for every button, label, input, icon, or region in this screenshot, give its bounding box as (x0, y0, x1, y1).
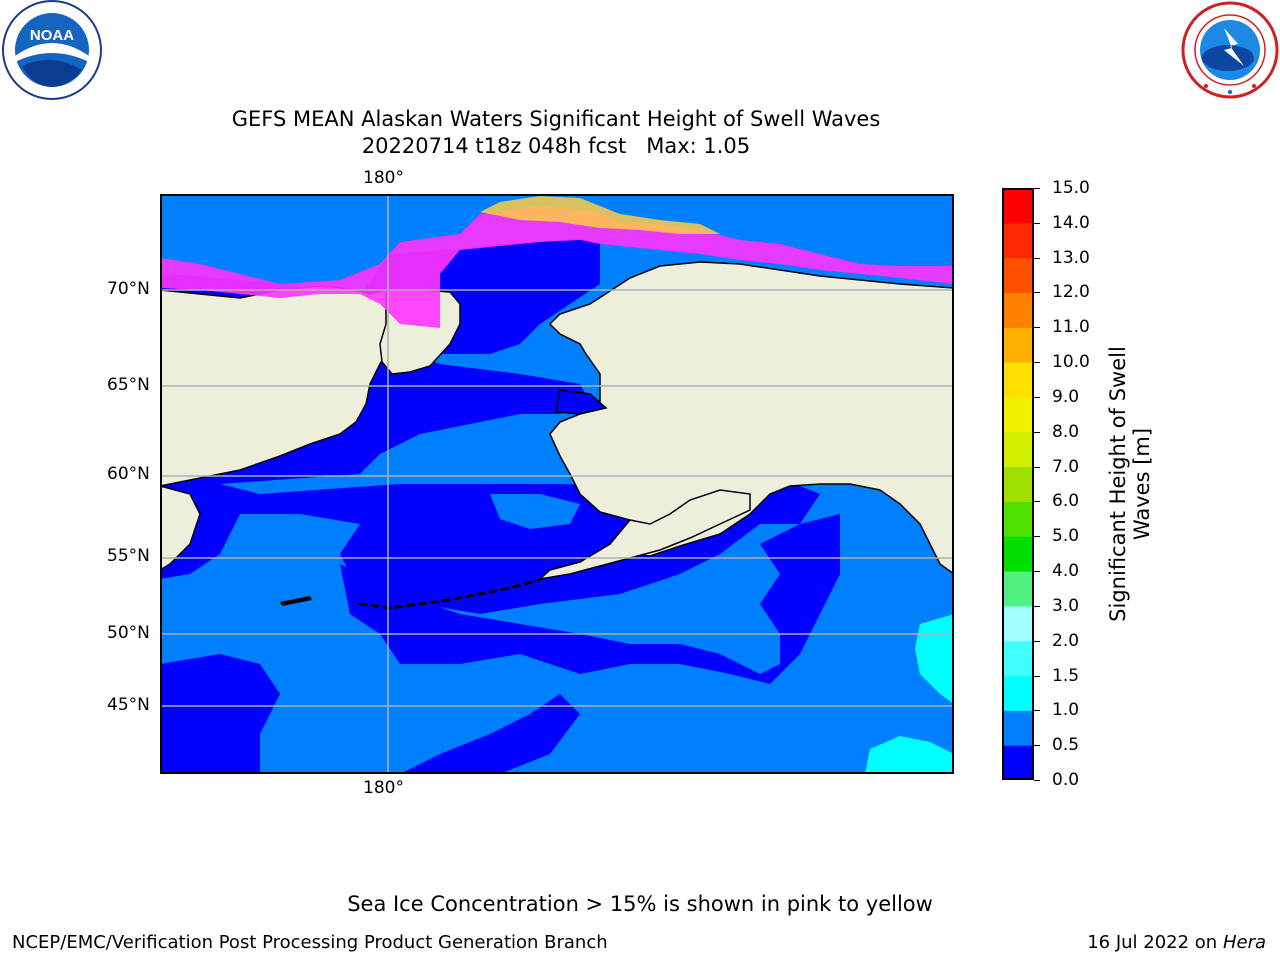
bering-sea-patch (490, 494, 580, 529)
colorbar-tick-mark (1034, 605, 1040, 607)
colorbar-tick-label: 15.0 (1052, 178, 1090, 198)
colorbar-tick-label: 6.0 (1052, 491, 1080, 512)
colorbar-tick-mark (1034, 396, 1040, 398)
lat-label-50n: 50°N (107, 623, 150, 643)
graticule (160, 194, 954, 774)
colorbar-swatch (1002, 257, 1034, 293)
colorbar-tick-mark (1034, 362, 1040, 364)
land-kamchatka (160, 485, 201, 571)
map-panel (160, 194, 954, 774)
alaska-peninsula (537, 489, 751, 581)
colorbar-tick-label: 0.0 (1052, 770, 1080, 790)
colorbar-swatch (1002, 501, 1034, 537)
colorbar-tick-mark (1034, 780, 1040, 781)
lat-label-55n: 55°N (107, 546, 150, 566)
colorbar-swatch (1002, 675, 1034, 711)
land-alaska (548, 261, 954, 575)
colorbar-tick-mark (1034, 188, 1040, 189)
colorbar-tick-mark (1034, 431, 1040, 433)
colorbar-tick-label: 10.0 (1052, 352, 1090, 373)
colorbar-swatch (1002, 710, 1034, 746)
colorbar-tick-mark (1034, 222, 1040, 224)
colorbar-ticks: 0.0 0.5 1.0 1.5 2.0 3.0 4.0 5.0 6.0 7.0 8.0 9.0 10.0… (1034, 178, 1114, 790)
colorbar-swatch (1002, 362, 1034, 398)
lat-label-65n: 65°N (107, 375, 150, 395)
swell-region-low-south (400, 694, 580, 774)
colorbar-tick-mark (1034, 710, 1040, 712)
colorbar-swatch (1002, 605, 1034, 642)
noaa-logo: NOAA (0, 0, 104, 100)
map-subtitle: 20220714 t18z 048h fcst Max: 1.05 (361, 134, 751, 158)
colorbar-tick-mark (1034, 571, 1040, 573)
colorbar-tick-label: 4.0 (1052, 561, 1080, 582)
footer-host: Hera (1222, 932, 1266, 953)
sea-ice-band (160, 206, 954, 328)
colorbar-swatch (1002, 745, 1034, 780)
swell-region-high-southeast (865, 736, 954, 774)
colorbar-tick-label: 8.0 (1052, 421, 1080, 442)
lon-label-bottom: 180° (363, 778, 404, 798)
colorbar-swatch (1002, 466, 1034, 502)
swell-region-low-central (340, 514, 840, 684)
colorbar-tick-label: 14.0 (1052, 212, 1090, 233)
lat-label-60n: 60°N (107, 464, 150, 484)
colorbar-swatches (1002, 188, 1034, 780)
colorbar-swatch (1002, 536, 1034, 572)
colorbar-tick-mark (1034, 675, 1040, 677)
colorbar-tick-label: 7.0 (1052, 456, 1080, 477)
colorbar-tick-label: 2.0 (1052, 630, 1080, 651)
colorbar-tick-label: 12.0 (1052, 282, 1090, 303)
footer-date: 16 Jul 2022 on Hera (1087, 932, 1266, 953)
noaa-logo-text: NOAA (30, 27, 74, 44)
colorbar-tick-mark (1034, 327, 1040, 329)
swell-region-low-southwest (160, 654, 280, 774)
lon-label-top: 180° (363, 168, 404, 188)
aleutian-islands (358, 578, 542, 610)
colorbar-tick-label: 11.0 (1052, 317, 1090, 338)
lat-label-45n: 45°N (107, 695, 150, 715)
footer-credit: NCEP/EMC/Verification Post Processing Pr… (12, 932, 608, 953)
colorbar-tick-mark (1034, 640, 1040, 642)
colorbar-swatch (1002, 188, 1034, 224)
colorbar-tick-label: 1.0 (1052, 700, 1080, 721)
nws-logo (1178, 0, 1280, 100)
colorbar-swatch (1002, 327, 1034, 363)
colorbar-tick-label: 9.0 (1052, 386, 1080, 407)
commander-islands (280, 596, 312, 606)
colorbar-tick-mark (1034, 292, 1040, 294)
lat-label-70n: 70°N (107, 279, 150, 299)
colorbar-swatch (1002, 640, 1034, 677)
sea-ice-note: Sea Ice Concentration > 15% is shown in … (347, 892, 933, 916)
colorbar-tick-label: 0.5 (1052, 735, 1080, 756)
footer-date-text: 16 Jul 2022 on (1087, 932, 1223, 953)
colorbar-swatch (1002, 292, 1034, 328)
colorbar-tick-mark (1034, 466, 1040, 468)
colorbar-tick-mark (1034, 745, 1040, 747)
colorbar-swatch (1002, 431, 1034, 468)
colorbar-swatch (1002, 571, 1034, 607)
colorbar-label-text: Significant Height of Swell Waves [m] (1106, 346, 1154, 622)
colorbar (1002, 188, 1034, 780)
colorbar-tick-mark (1034, 501, 1040, 503)
colorbar-tick-label: 1.5 (1052, 665, 1080, 686)
norton-sound (555, 389, 608, 415)
swell-region-high-east (915, 614, 954, 704)
map-title: GEFS MEAN Alaskan Waters Significant Hei… (231, 107, 881, 131)
colorbar-swatch (1002, 222, 1034, 259)
map-canvas (160, 194, 954, 774)
sea-ice-yellow (480, 196, 720, 234)
colorbar-swatch (1002, 396, 1034, 433)
colorbar-tick-label: 3.0 (1052, 595, 1080, 616)
colorbar-tick-label: 5.0 (1052, 526, 1080, 547)
colorbar-frame (1002, 188, 1034, 780)
colorbar-tick-mark (1034, 536, 1040, 538)
colorbar-tick-label: 13.0 (1052, 247, 1090, 268)
colorbar-tick-mark (1034, 257, 1040, 259)
